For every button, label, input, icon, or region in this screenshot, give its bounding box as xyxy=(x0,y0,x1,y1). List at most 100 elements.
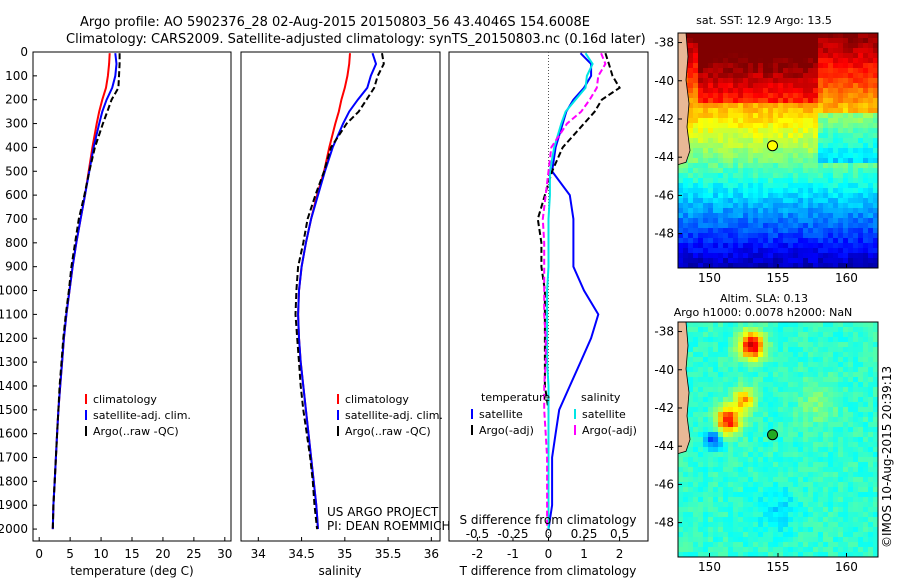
map-cell xyxy=(718,63,724,69)
map-cell xyxy=(843,153,849,159)
map-cell xyxy=(788,78,794,84)
map-cell xyxy=(728,442,734,448)
map-cell xyxy=(778,552,784,558)
map-cell xyxy=(748,228,754,234)
map-cell xyxy=(763,402,769,408)
map-cell xyxy=(733,327,739,333)
map-cell xyxy=(863,213,869,219)
map-cell xyxy=(778,502,784,508)
map-cell xyxy=(693,173,699,179)
map-cell xyxy=(833,342,839,348)
map-cell xyxy=(713,183,719,189)
map-cell xyxy=(708,153,714,159)
map-cell xyxy=(743,148,749,154)
map-cell xyxy=(773,462,779,468)
map-cell xyxy=(753,347,759,353)
map-cell xyxy=(738,442,744,448)
depth-tick-label: 1300 xyxy=(0,355,28,369)
map-cell xyxy=(783,507,789,513)
map-cell xyxy=(803,123,809,129)
map-cell xyxy=(728,372,734,378)
map-cell xyxy=(843,442,849,448)
map-cell xyxy=(763,432,769,438)
map-cell xyxy=(788,497,794,503)
map-cell xyxy=(823,183,829,189)
map-cell xyxy=(708,412,714,418)
map-cell xyxy=(738,357,744,363)
map-cell xyxy=(688,492,694,498)
map-cell xyxy=(738,502,744,508)
map-cell xyxy=(853,487,859,493)
map-cell xyxy=(833,263,839,269)
map-cell xyxy=(708,492,714,498)
map-cell xyxy=(708,218,714,224)
map-cell xyxy=(783,427,789,433)
map-cell xyxy=(703,243,709,249)
map-cell xyxy=(763,467,769,473)
map-cell xyxy=(803,422,809,428)
map-cell xyxy=(858,407,864,413)
map-cell xyxy=(678,248,684,254)
map-cell xyxy=(723,497,729,503)
map-cell xyxy=(818,492,824,498)
map-cell xyxy=(828,208,834,214)
map-cell xyxy=(788,208,794,214)
map-cell xyxy=(763,397,769,403)
map-cell xyxy=(848,98,854,104)
map-cell xyxy=(803,412,809,418)
map-cell xyxy=(833,218,839,224)
map-cell xyxy=(848,422,854,428)
map-cell xyxy=(863,537,869,543)
map-cell xyxy=(818,153,824,159)
map-cell xyxy=(848,517,854,523)
map-cell xyxy=(738,243,744,249)
map-cell xyxy=(733,537,739,543)
map-cell xyxy=(748,527,754,533)
map-cell xyxy=(818,517,824,523)
map-cell xyxy=(843,422,849,428)
map-cell xyxy=(728,367,734,373)
map-cell xyxy=(818,367,824,373)
map-cell xyxy=(763,98,769,104)
map-cell xyxy=(718,372,724,378)
map-cell xyxy=(788,83,794,89)
map-cell xyxy=(788,442,794,448)
map-cell xyxy=(698,462,704,468)
map-cell xyxy=(853,228,859,234)
map-cell xyxy=(728,258,734,264)
map-cell xyxy=(768,327,774,333)
map-cell xyxy=(683,208,689,214)
map-cell xyxy=(763,327,769,333)
map-cell xyxy=(788,193,794,199)
map-cell xyxy=(738,118,744,124)
map-cell xyxy=(718,322,724,328)
map-cell xyxy=(803,537,809,543)
map-cell xyxy=(708,48,714,54)
map-cell xyxy=(833,417,839,423)
map-cell xyxy=(693,502,699,508)
map-cell xyxy=(698,138,704,144)
map-cell xyxy=(848,203,854,209)
x-tick-label: -1 xyxy=(507,547,519,561)
legend-entry: Argo(..raw -QC) xyxy=(345,425,431,438)
map-cell xyxy=(743,173,749,179)
map-cell xyxy=(833,53,839,59)
depth-tick-label: 1800 xyxy=(0,474,28,488)
map-cell xyxy=(833,437,839,443)
map-cell xyxy=(848,327,854,333)
map-cell xyxy=(768,83,774,89)
map-cell xyxy=(778,43,784,49)
map-cell xyxy=(823,73,829,79)
map-cell xyxy=(753,253,759,259)
map-cell xyxy=(838,477,844,483)
map-cell xyxy=(693,133,699,139)
map-cell xyxy=(808,527,814,533)
map-cell xyxy=(868,502,874,508)
map-cell xyxy=(743,123,749,129)
map-cell xyxy=(703,392,709,398)
map-cell xyxy=(768,417,774,423)
map-cell xyxy=(793,507,799,513)
map-cell xyxy=(813,108,819,114)
map-cell xyxy=(868,377,874,383)
x-tick-label: 25 xyxy=(186,547,201,561)
